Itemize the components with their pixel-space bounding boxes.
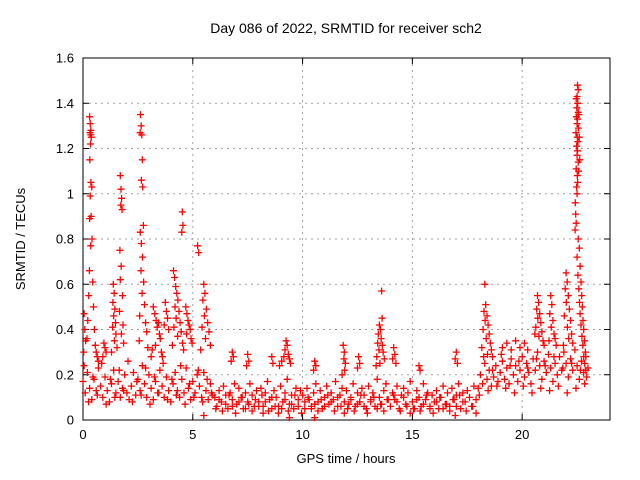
tick-labels: 0 5 10 15 20 0 0.2 0.4 0.6 0.8 1 1.2 1.4 1.6 [56,51,529,443]
y-tick-label: 0 [67,413,74,428]
y-tick-label: 1.2 [56,141,74,156]
gridlines [83,58,610,420]
y-tick-label: 0.4 [56,322,74,337]
chart-title: Day 086 of 2022, SRMTID for receiver sch… [210,20,482,36]
x-axis-label: GPS time / hours [297,451,396,466]
y-tick-label: 0.6 [56,277,74,292]
scatter-points [79,81,592,422]
plot-border [82,57,611,421]
y-tick-label: 1 [67,186,74,201]
x-tick-label: 5 [189,427,196,442]
x-tick-label: 10 [295,427,309,442]
y-tick-label: 1.6 [56,51,74,66]
x-tick-label: 20 [515,427,529,442]
x-tick-label: 15 [405,427,419,442]
x-tick-label: 0 [79,427,86,442]
y-axis-label: SRMTID / TECUs [13,187,28,290]
y-tick-label: 0.8 [56,232,74,247]
y-tick-label: 0.2 [56,367,74,382]
y-tick-label: 1.4 [56,96,74,111]
